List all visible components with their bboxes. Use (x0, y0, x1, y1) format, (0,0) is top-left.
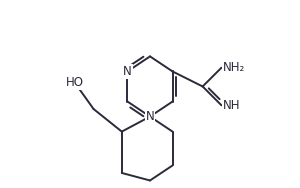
Text: HO: HO (66, 76, 84, 89)
Text: N: N (123, 65, 132, 78)
Text: N: N (146, 110, 154, 123)
Text: NH₂: NH₂ (223, 61, 246, 74)
Text: NH: NH (223, 99, 241, 112)
